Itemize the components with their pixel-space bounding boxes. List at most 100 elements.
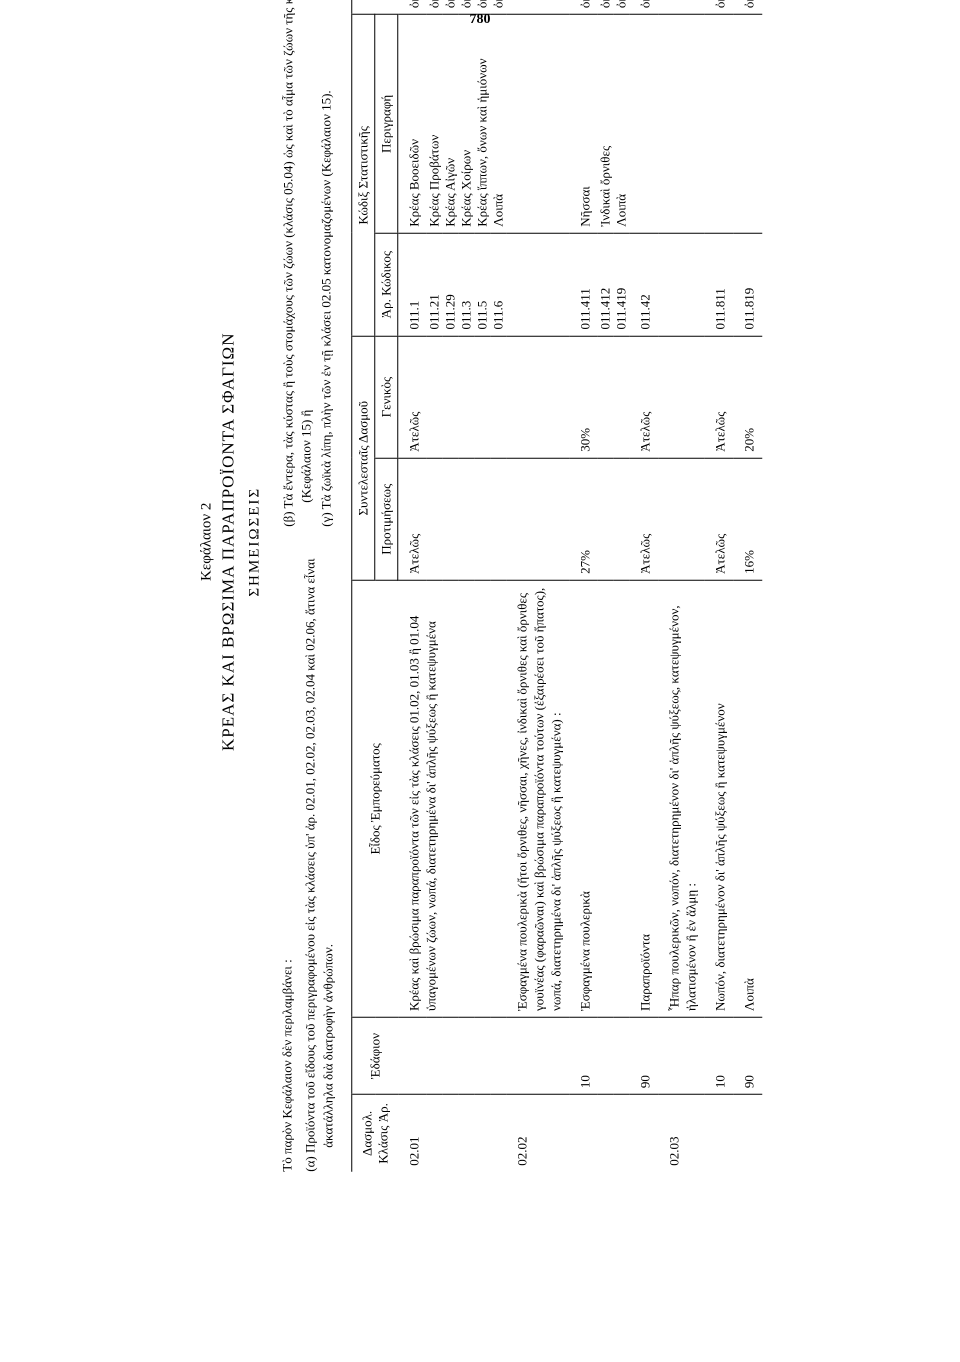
- chapter-label: Κεφάλαιον 2: [198, 0, 215, 1172]
- cell-unit: ὀκᾶ: [459, 0, 475, 15]
- cell-duty-gen: [658, 336, 704, 458]
- cell-duty-pref: Ἀτελῶς: [398, 458, 507, 580]
- cell-stat-desc: Κρέας Αἰγῶν: [443, 15, 459, 234]
- hdr-perigrafh: Περιγραφή: [375, 15, 398, 234]
- cell-unit: ὀκᾶ: [443, 0, 459, 15]
- cell-stat-desc: Κρέας Χοίρων: [459, 15, 475, 234]
- cell-stat-desc: Κρέας Βοοειδῶν: [398, 15, 427, 234]
- cell-unit: ὀκᾶ: [475, 0, 491, 15]
- cell-stat-desc: Κρέας ἵππων, ὄνων καὶ ἡμιόνων: [475, 15, 491, 234]
- cell-edafio: 10: [569, 1017, 629, 1094]
- cell-description: Ἧπαρ πουλερικῶν, νωπόν, διατετηρημένον δ…: [658, 580, 704, 1017]
- page-container: 780 Κεφάλαιον 2 ΚΡΕΑΣ ΚΑΙ ΒΡΩΣΙΜΑ ΠΑΡΑΠΡ…: [0, 0, 960, 1362]
- hdr-monas: Μονὰς ποσότ.: [352, 0, 398, 15]
- cell-stat-code: 011.5: [475, 233, 491, 336]
- cell-description: Κρέας καὶ βρώσιμα παραπροϊόντα τῶν εἰς τ…: [398, 580, 507, 1017]
- cell-stat-code: 011.419: [613, 233, 629, 336]
- cell-stat-desc: Λοιπὰ: [491, 15, 507, 234]
- note-b: (β) Τὰ ἔντερα, τὰς κύστας ἢ τοὺς στομάχο…: [279, 0, 315, 527]
- cell-class: 02.03: [658, 1095, 704, 1172]
- cell-duty-gen: 20%: [733, 336, 762, 458]
- cell-unit: ὀκᾶ: [398, 0, 427, 15]
- cell-unit: ὀκᾶ: [613, 0, 629, 15]
- table-header: Δασμολ. Κλάσις Ἀρ. Ἐδάφιον Εἶδος Ἐμπορεύ…: [352, 0, 398, 1172]
- cell-stat-code: 011.29: [443, 233, 459, 336]
- cell-stat-desc: Κρέας Προβάτων: [427, 15, 443, 234]
- hdr-class: Δασμολ. Κλάσις Ἀρ.: [352, 1095, 398, 1172]
- cell-description: Παραπροϊόντα: [629, 580, 658, 1017]
- table-row: 02.02Ἐσφαγμένα πουλερικὰ (ἤτοι ὄρνιθες, …: [507, 0, 570, 1172]
- cell-unit: [658, 0, 704, 15]
- cell-unit: ὀκᾶ: [491, 0, 507, 15]
- rotated-content: Κεφάλαιον 2 ΚΡΕΑΣ ΚΑΙ ΒΡΩΣΙΜΑ ΠΑΡΑΠΡΟΪΟΝ…: [198, 0, 762, 1172]
- table-body: 02.01 Κρέας καὶ βρώσιμα παραπροϊόντα τῶν …: [398, 0, 762, 1172]
- cell-stat-desc: [629, 15, 658, 234]
- table-row: 02.03 Ἧπαρ πουλερικῶν, νωπόν, διατετηρημέ…: [658, 0, 704, 1172]
- header-row-1: Δασμολ. Κλάσις Ἀρ. Ἐδάφιον Εἶδος Ἐμπορεύ…: [352, 0, 375, 1172]
- cell-description: Ἐσφαγμένα πουλερικὰ: [569, 580, 629, 1017]
- cell-stat-code: 011.6: [491, 233, 507, 336]
- cell-unit: ὀκᾶ: [427, 0, 443, 15]
- table-row: 10Ἐσφαγμένα πουλερικὰ27%30%011.411Νῆσσαι…: [569, 0, 597, 1172]
- cell-duty-pref: [507, 458, 570, 580]
- cell-stat-code: [507, 233, 570, 336]
- cell-stat-code: 011.811: [704, 233, 733, 336]
- table-row: 90Λοιπὰ16%20%011.819 ὀκᾶ: [733, 0, 762, 1172]
- hdr-eidos: Εἶδος Ἐμπορεύματος: [352, 580, 398, 1017]
- cell-stat-code: 011.21: [427, 233, 443, 336]
- notes-right: (β) Τὰ ἔντερα, τὰς κύστας ἢ τοὺς στομάχο…: [279, 0, 339, 527]
- cell-stat-desc: Λοιπὰ: [613, 15, 629, 234]
- cell-stat-desc: Ἰνδικαὶ ὄρνιθες: [597, 15, 613, 234]
- cell-unit: ὀκᾶ: [629, 0, 658, 15]
- cell-edafio: [507, 1017, 570, 1094]
- cell-description: Ἐσφαγμένα πουλερικὰ (ἤτοι ὄρνιθες, νῆσσα…: [507, 580, 570, 1017]
- hdr-syntelesths: Συντελεσταῖς Δασμοῦ: [352, 336, 375, 580]
- cell-stat-code: 011.412: [597, 233, 613, 336]
- cell-stat-code: 011.3: [459, 233, 475, 336]
- cell-duty-gen: 30%: [569, 336, 629, 458]
- cell-duty-pref: Ἀτελῶς: [629, 458, 658, 580]
- hdr-ar-kwdikos: Ἀρ. Κώδικος: [375, 233, 398, 336]
- cell-edafio: 10: [704, 1017, 733, 1094]
- cell-description: Λοιπὰ: [733, 580, 762, 1017]
- table-row: 90ΠαραπροϊόνταἈτελῶςἈτελῶς011.42ὀκᾶ: [629, 0, 658, 1172]
- hdr-genikos: Γενικὸς: [375, 336, 398, 458]
- cell-stat-code: 011.819: [733, 233, 762, 336]
- cell-stat-code: [658, 233, 704, 336]
- cell-unit: ὀκᾶ: [733, 0, 762, 15]
- cell-class: [629, 1095, 658, 1172]
- cell-edafio: [658, 1017, 704, 1094]
- cell-duty-gen: Ἀτελῶς: [704, 336, 733, 458]
- cell-edafio: 90: [629, 1017, 658, 1094]
- cell-edafio: [398, 1017, 507, 1094]
- cell-edafio: 90: [733, 1017, 762, 1094]
- notes-intro: Τὸ παρὸν Κεφάλαιον δὲν περιλαμβάνει :: [279, 557, 295, 1172]
- table-row: 10Νωπόν, διατετηρημένον δι' ἁπλῆς ψύξεως…: [704, 0, 733, 1172]
- cell-stat-desc: [733, 15, 762, 234]
- cell-stat-desc: [658, 15, 704, 234]
- cell-unit: [507, 0, 570, 15]
- cell-duty-pref: 16%: [733, 458, 762, 580]
- cell-stat-desc: Νῆσσαι: [569, 15, 597, 234]
- cell-unit: ὀκᾶ: [569, 0, 597, 15]
- note-a: (α) Προϊόντα τοῦ εἴδους τοῦ περιγραφομέν…: [301, 557, 337, 1172]
- notes-left: Τὸ παρὸν Κεφάλαιον δὲν περιλαμβάνει : (α…: [279, 557, 339, 1172]
- cell-duty-gen: Ἀτελῶς: [398, 336, 507, 458]
- cell-duty-gen: Ἀτελῶς: [629, 336, 658, 458]
- cell-class: [733, 1095, 762, 1172]
- cell-stat-code: 011.1: [398, 233, 427, 336]
- document-header: Κεφάλαιον 2 ΚΡΕΑΣ ΚΑΙ ΒΡΩΣΙΜΑ ΠΑΡΑΠΡΟΪΟΝ…: [198, 0, 263, 1172]
- cell-stat-code: 011.411: [569, 233, 597, 336]
- cell-stat-code: 011.42: [629, 233, 658, 336]
- cell-duty-pref: [658, 458, 704, 580]
- cell-duty-gen: [507, 336, 570, 458]
- subtitle: ΣΗΜΕΙΩΣΕΙΣ: [246, 0, 263, 1172]
- notes-section: Τὸ παρὸν Κεφάλαιον δὲν περιλαμβάνει : (α…: [279, 0, 339, 1172]
- cell-class: 02.01: [398, 1095, 507, 1172]
- cell-class: [704, 1095, 733, 1172]
- cell-stat-desc: [507, 15, 570, 234]
- main-title: ΚΡΕΑΣ ΚΑΙ ΒΡΩΣΙΜΑ ΠΑΡΑΠΡΟΪΟΝΤΑ ΣΦΑΓΙΩΝ: [218, 0, 238, 1172]
- table-row: 02.01Κρέας καὶ βρώσιμα παραπροϊόντα τῶν …: [398, 0, 427, 1172]
- cell-class: [569, 1095, 629, 1172]
- hdr-kwdix: Κώδιξ Στατιστικῆς: [352, 15, 375, 336]
